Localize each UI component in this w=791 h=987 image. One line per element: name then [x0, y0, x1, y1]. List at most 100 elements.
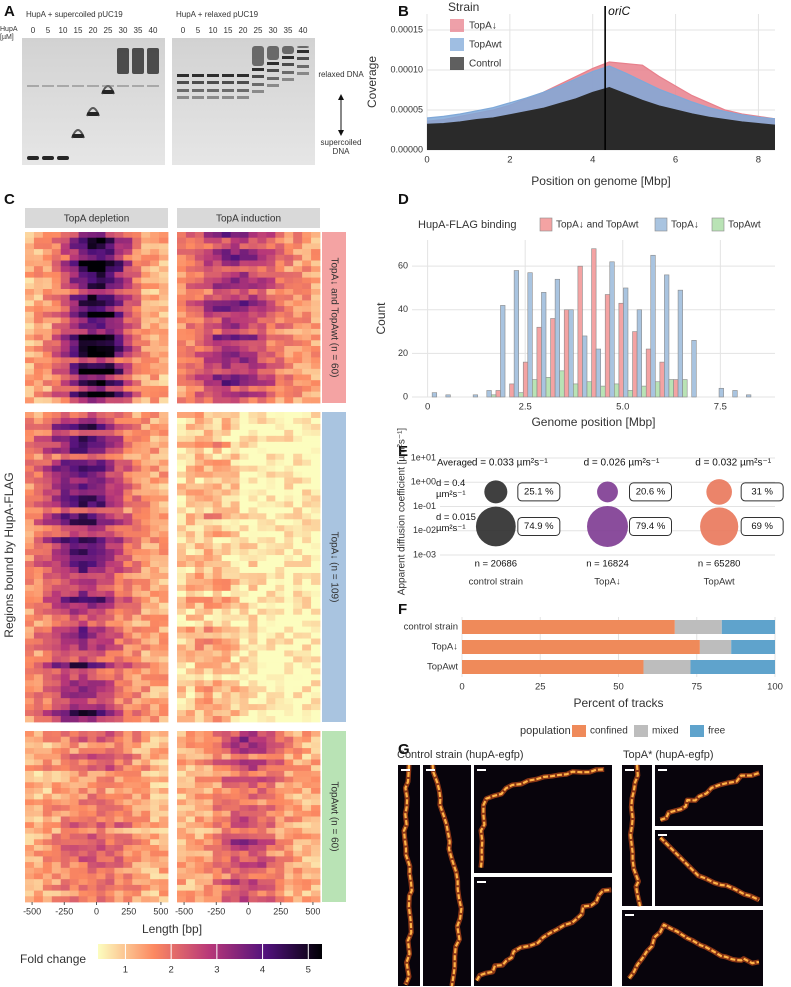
- heatmap-cell: [60, 788, 71, 795]
- heatmap-cell: [123, 879, 133, 886]
- y-tick-label: 0.00015: [390, 24, 423, 34]
- heatmap-cell: [248, 501, 258, 508]
- heatmap-cell: [159, 363, 169, 370]
- heatmap-cell: [212, 710, 223, 717]
- heatmap-cell: [239, 300, 249, 307]
- heatmap-cell: [194, 572, 205, 580]
- heatmap-cell: [123, 311, 133, 318]
- heatmap-cell: [123, 249, 133, 256]
- heatmap-cell: [159, 668, 169, 675]
- heatmap-cell: [123, 620, 133, 628]
- heatmap-cell: [257, 306, 267, 313]
- heatmap-cell: [51, 300, 62, 307]
- heatmap-cell: [150, 584, 160, 592]
- heatmap-cell: [311, 271, 321, 278]
- heatmap-cell: [60, 753, 71, 760]
- heatmap-cell: [141, 816, 151, 823]
- heatmap-cell: [123, 351, 133, 358]
- heatmap-cell: [293, 662, 303, 669]
- heatmap-cell: [293, 391, 303, 398]
- heatmap-cell: [194, 429, 205, 437]
- heatmap-cell: [194, 879, 205, 886]
- heatmap-cell: [96, 776, 106, 783]
- heatmap-cell: [302, 753, 312, 760]
- heatmap-cell: [105, 698, 115, 705]
- heatmap-cell: [221, 249, 232, 256]
- heatmap-cell: [302, 626, 312, 633]
- heatmap-cell: [51, 879, 62, 886]
- heatmap-cell: [114, 626, 124, 633]
- heatmap-cell: [239, 884, 249, 891]
- gel-smear: [252, 46, 264, 66]
- heatmap-cell: [25, 686, 35, 693]
- heatmap-cell: [60, 519, 71, 526]
- heatmap-cell: [212, 704, 223, 711]
- heatmap-cell: [248, 289, 258, 296]
- heatmap-cell: [230, 334, 240, 341]
- heatmap-cell: [177, 862, 187, 869]
- heatmap-cell: [230, 614, 240, 622]
- heatmap-cell: [69, 710, 80, 717]
- heatmap-cell: [293, 357, 303, 364]
- heatmap-cell: [221, 656, 232, 663]
- x-tick-label: 250: [121, 906, 136, 916]
- heatmap-cell: [141, 471, 151, 478]
- heatmap-cell: [60, 793, 71, 800]
- heatmap-cell: [257, 584, 267, 592]
- x-tick-label: 8: [756, 155, 761, 166]
- heatmap-cell: [293, 686, 303, 693]
- heatmap-cell: [284, 856, 294, 863]
- heatmap-cell: [78, 644, 88, 651]
- heatmap-cell: [185, 674, 196, 681]
- heatmap-cell: [25, 602, 35, 610]
- heatmap-cell: [60, 584, 71, 592]
- bar-segment: [643, 660, 691, 674]
- heatmap-cell: [123, 793, 133, 800]
- heatmap-cell: [105, 731, 115, 738]
- heatmap-cell: [185, 590, 196, 598]
- panel-letter: B: [398, 3, 409, 20]
- heatmap-cell: [311, 662, 321, 669]
- heatmap-cell: [141, 561, 151, 568]
- heatmap-cell: [159, 782, 169, 789]
- heatmap-cell: [302, 759, 312, 766]
- heatmap-cell: [150, 833, 160, 840]
- heatmap-cell: [212, 531, 223, 538]
- heatmap-cell: [141, 266, 151, 273]
- heatmap-cell: [185, 596, 196, 604]
- heatmap-cell: [105, 867, 115, 874]
- heatmap-cell: [239, 368, 249, 375]
- heatmap-cell: [105, 567, 115, 574]
- heatmap-cell: [87, 483, 97, 490]
- heatmap-cell: [194, 368, 205, 375]
- heatmap-cell: [185, 632, 196, 639]
- heatmap-cell: [42, 748, 53, 755]
- heatmap-cell: [230, 680, 240, 687]
- heatmap-cell: [69, 845, 80, 852]
- heatmap-cell: [51, 513, 62, 520]
- heatmap-cell: [69, 572, 80, 580]
- histogram-bar: [614, 383, 620, 398]
- colorbar-title: Fold change: [20, 952, 86, 966]
- heatmap-cell: [293, 845, 303, 852]
- heatmap-cell: [69, 363, 80, 370]
- heatmap-cell: [257, 465, 267, 473]
- heatmap-cell: [311, 294, 321, 301]
- histogram-bar: [586, 381, 592, 398]
- heatmap-cell: [239, 334, 249, 341]
- gel-smear: [297, 46, 309, 48]
- heatmap-cell: [177, 543, 187, 550]
- heatmap-cell: [177, 567, 187, 574]
- lane-label: 25: [254, 26, 263, 35]
- heatmap-cell: [266, 879, 276, 886]
- heatmap-cell: [132, 412, 142, 419]
- heatmap-cell: [114, 614, 124, 622]
- heatmap-cell: [194, 306, 205, 313]
- heatmap-cell: [42, 232, 53, 239]
- heatmap-cell: [311, 311, 321, 318]
- heatmap-cell: [185, 753, 196, 760]
- heatmap-cell: [33, 363, 44, 370]
- heatmap-cell: [239, 483, 249, 490]
- heatmap-cell: [42, 483, 53, 490]
- panel-letter: F: [398, 601, 407, 618]
